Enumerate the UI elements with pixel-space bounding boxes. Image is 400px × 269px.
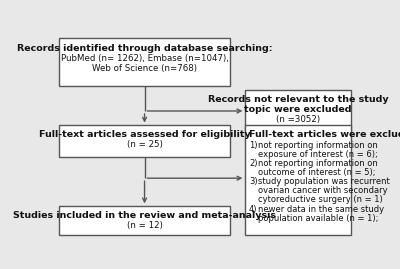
Text: 1): 1)	[249, 141, 258, 150]
Text: PubMed (n= 1262), Embase (n=1047),: PubMed (n= 1262), Embase (n=1047),	[61, 54, 228, 63]
Text: exposure of interest (n = 6);: exposure of interest (n = 6);	[258, 150, 378, 159]
Text: not reporting information on: not reporting information on	[258, 159, 378, 168]
Text: Studies included in the review and meta-analysis: Studies included in the review and meta-…	[13, 211, 276, 220]
Text: Full-text articles assessed for eligibility: Full-text articles assessed for eligibil…	[39, 130, 250, 139]
Text: outcome of interest (n = 5);: outcome of interest (n = 5);	[258, 168, 375, 177]
Text: topic were excluded: topic were excluded	[244, 105, 352, 114]
Text: cytoreductive surgery (n = 1): cytoreductive surgery (n = 1)	[258, 196, 382, 204]
Text: 3): 3)	[249, 177, 258, 186]
Text: Web of Science (n=768): Web of Science (n=768)	[92, 64, 197, 73]
Text: ovarian cancer with secondary: ovarian cancer with secondary	[258, 186, 387, 195]
Bar	[59, 206, 230, 235]
Text: 2): 2)	[249, 159, 258, 168]
Text: Records identified through database searching:: Records identified through database sear…	[17, 44, 272, 53]
Bar	[245, 125, 351, 235]
Text: Full-text articles were excluded:: Full-text articles were excluded:	[249, 130, 400, 139]
Text: (n = 25): (n = 25)	[127, 140, 162, 149]
Text: study population was recurrent: study population was recurrent	[258, 177, 390, 186]
Text: (n =3052): (n =3052)	[276, 115, 320, 124]
Text: not reporting information on: not reporting information on	[258, 141, 378, 150]
Text: population available (n = 1);: population available (n = 1);	[258, 214, 378, 223]
Text: newer data in the same study: newer data in the same study	[258, 205, 384, 214]
Text: Records not relevant to the study: Records not relevant to the study	[208, 95, 388, 104]
Bar	[59, 125, 230, 157]
Text: 4): 4)	[249, 205, 258, 214]
Bar	[245, 90, 351, 132]
Text: (n = 12): (n = 12)	[127, 221, 162, 230]
Bar	[59, 38, 230, 86]
